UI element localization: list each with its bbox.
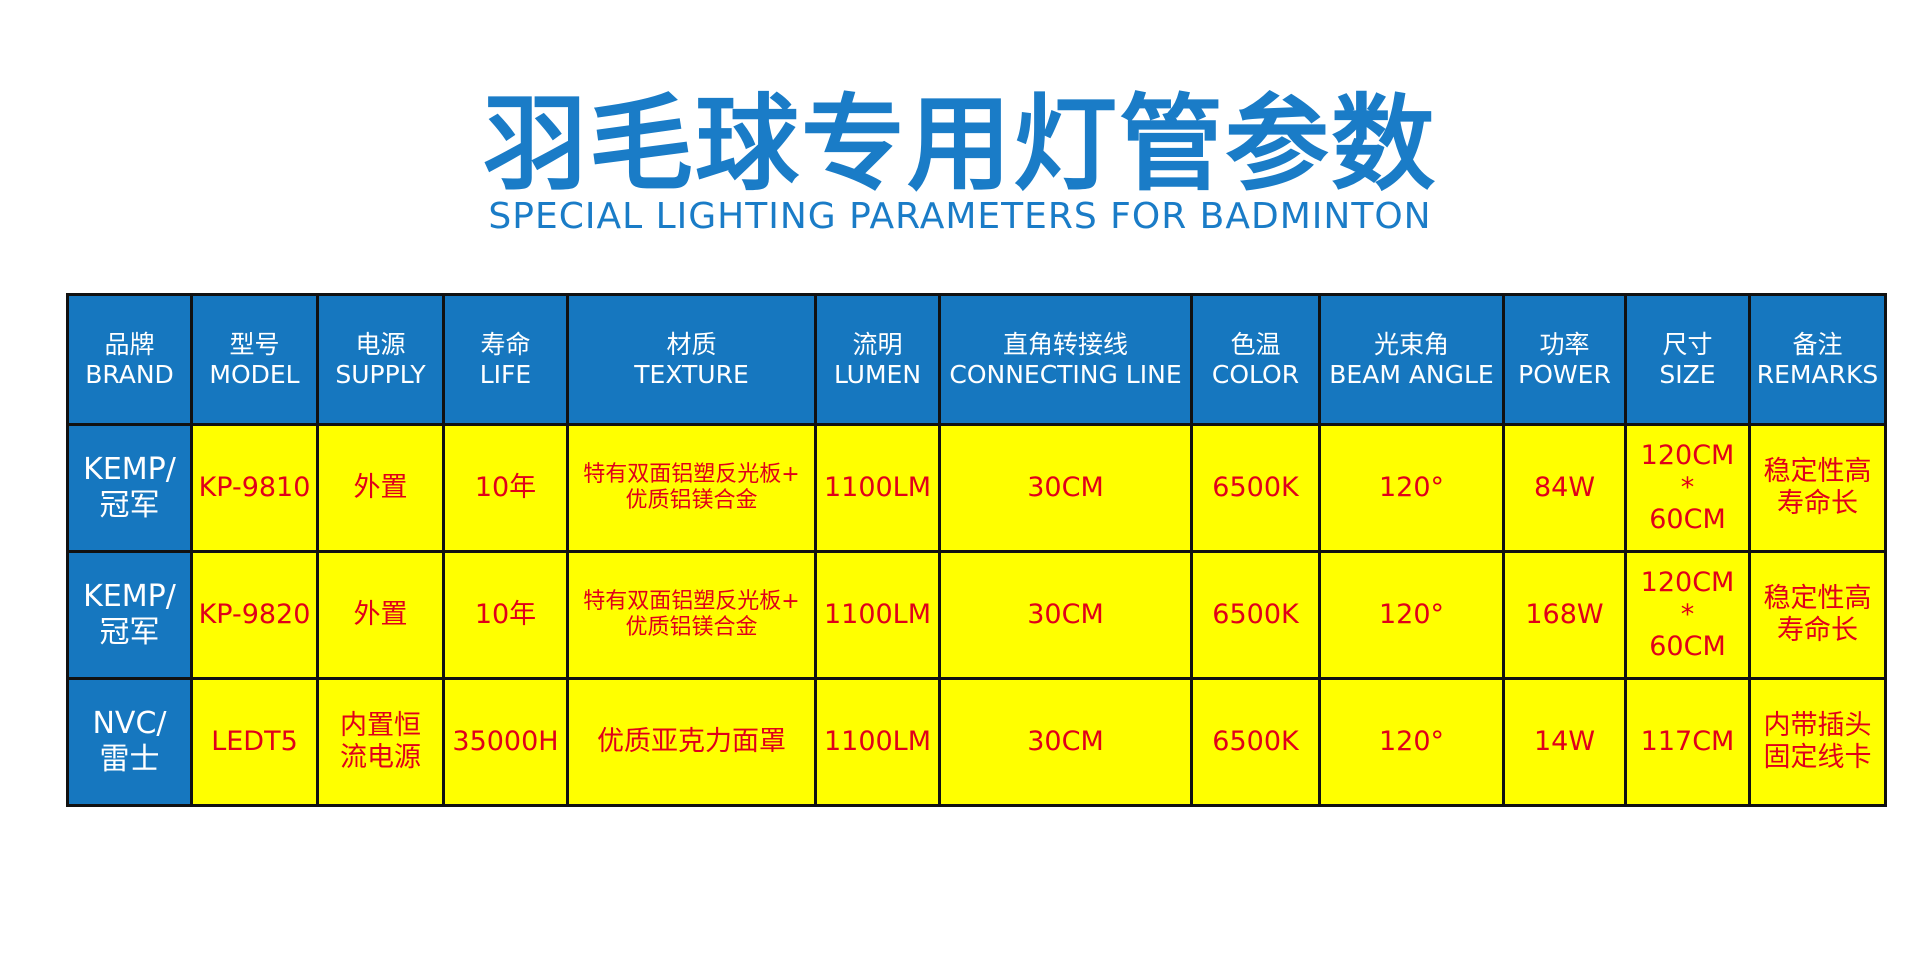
power-cell: 14W <box>1502 677 1627 807</box>
power-cell: 168W <box>1502 550 1627 680</box>
column-header-power: 功率 POWER <box>1502 293 1627 426</box>
supply-cell: 外置 <box>316 550 445 680</box>
remarks-cell: 稳定性高 寿命长 <box>1748 423 1887 553</box>
beam-angle-cell: 120° <box>1318 550 1505 680</box>
life-cell: 35000H <box>442 677 569 807</box>
model-cell: KP-9820 <box>190 550 319 680</box>
brand-cell: KEMP/冠军 <box>66 550 193 680</box>
table-row: KEMP/冠军 KP-9820 外置 10年 特有双面铝塑反光板+ 优质铝镁合金 … <box>66 550 1887 680</box>
supply-cell: 内置恒 流电源 <box>316 677 445 807</box>
page-subtitle: SPECIAL LIGHTING PARAMETERS FOR BADMINTO… <box>488 196 1432 237</box>
size-cell: 120CM * 60CM <box>1624 423 1751 553</box>
remarks-cell: 稳定性高 寿命长 <box>1748 550 1887 680</box>
life-cell: 10年 <box>442 423 569 553</box>
connecting-line-cell: 30CM <box>938 677 1193 807</box>
table-row: KEMP/冠军 KP-9810 外置 10年 特有双面铝塑反光板+ 优质铝镁合金 … <box>66 423 1887 553</box>
parameters-table: 品牌 BRAND 型号 MODEL 电源 SUPPLY 寿命 LIFE 材质 TEXTUR… <box>66 293 1887 807</box>
column-header-texture: 材质 TEXTURE <box>566 293 817 426</box>
connecting-line-cell: 30CM <box>938 550 1193 680</box>
brand-cell: NVC/雷士 <box>66 677 193 807</box>
size-cell: 120CM * 60CM <box>1624 550 1751 680</box>
column-header-connecting-line: 直角转接线 CONNECTING LINE <box>938 293 1193 426</box>
column-header-lumen: 流明 LUMEN <box>814 293 941 426</box>
lumen-cell: 1100LM <box>814 550 941 680</box>
column-header-color: 色温 COLOR <box>1190 293 1321 426</box>
column-header-life: 寿命 LIFE <box>442 293 569 426</box>
column-header-beam-angle: 光束角 BEAM ANGLE <box>1318 293 1505 426</box>
power-cell: 84W <box>1502 423 1627 553</box>
lumen-cell: 1100LM <box>814 677 941 807</box>
column-header-brand: 品牌 BRAND <box>66 293 193 426</box>
beam-angle-cell: 120° <box>1318 423 1505 553</box>
column-header-size: 尺寸 SIZE <box>1624 293 1751 426</box>
model-cell: KP-9810 <box>190 423 319 553</box>
model-cell: LEDT5 <box>190 677 319 807</box>
connecting-line-cell: 30CM <box>938 423 1193 553</box>
life-cell: 10年 <box>442 550 569 680</box>
lumen-cell: 1100LM <box>814 423 941 553</box>
page-title: 羽毛球专用灯管参数 <box>482 83 1437 205</box>
texture-cell: 特有双面铝塑反光板+ 优质铝镁合金 <box>566 423 817 553</box>
column-header-supply: 电源 SUPPLY <box>316 293 445 426</box>
table-row: NVC/雷士 LEDT5 内置恒 流电源 35000H 优质亚克力面罩 1100L… <box>66 677 1887 807</box>
column-header-model: 型号 MODEL <box>190 293 319 426</box>
column-header-remarks: 备注 REMARKS <box>1748 293 1887 426</box>
color-cell: 6500K <box>1190 677 1321 807</box>
color-cell: 6500K <box>1190 550 1321 680</box>
table-header-row: 品牌 BRAND 型号 MODEL 电源 SUPPLY 寿命 LIFE 材质 TEXTUR… <box>66 293 1887 426</box>
texture-cell: 优质亚克力面罩 <box>566 677 817 807</box>
color-cell: 6500K <box>1190 423 1321 553</box>
remarks-cell: 内带插头 固定线卡 <box>1748 677 1887 807</box>
supply-cell: 外置 <box>316 423 445 553</box>
brand-cell: KEMP/冠军 <box>66 423 193 553</box>
texture-cell: 特有双面铝塑反光板+ 优质铝镁合金 <box>566 550 817 680</box>
beam-angle-cell: 120° <box>1318 677 1505 807</box>
size-cell: 117CM <box>1624 677 1751 807</box>
